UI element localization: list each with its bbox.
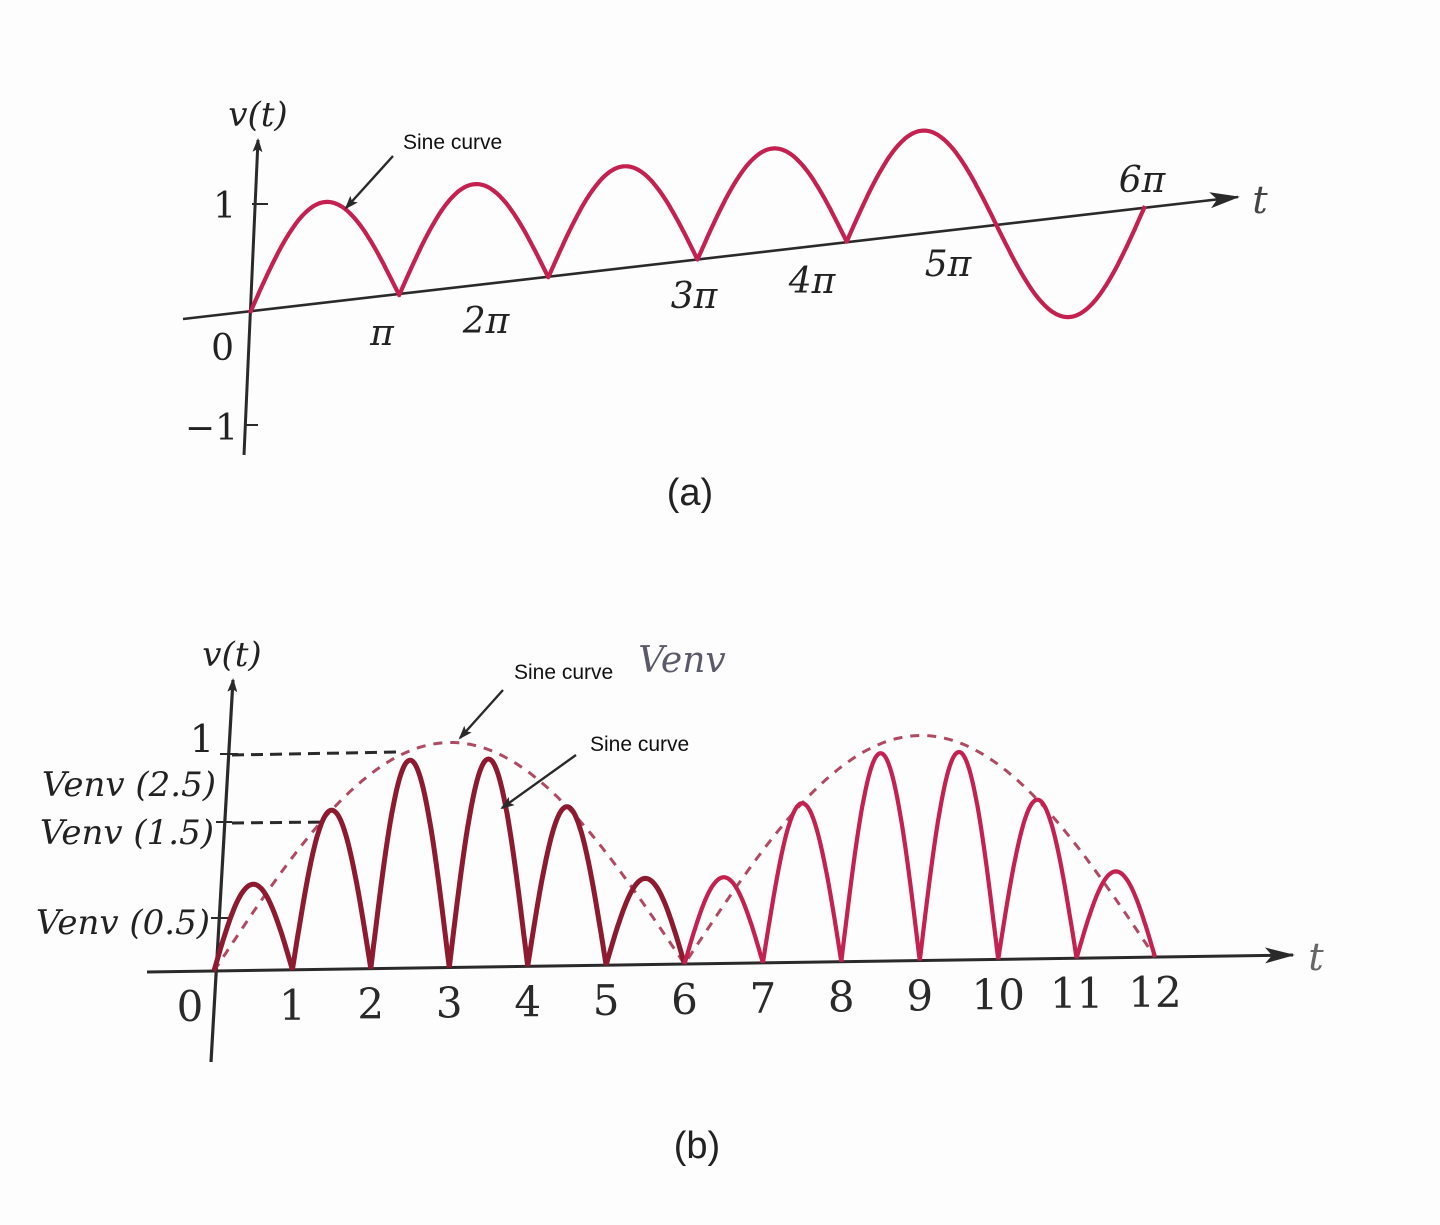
panel-b-pulse-10 <box>917 749 1001 961</box>
panel-b-xtick-label-7: 7 <box>750 974 777 1023</box>
panel-b-label: (b) <box>674 1125 720 1167</box>
panel-a-annotation: Sine curve <box>403 131 502 154</box>
panel-b-pulse-12 <box>1074 869 1158 959</box>
panel-a-y-axis <box>242 138 263 456</box>
panel-b-xtick-label-3: 3 <box>436 979 463 1028</box>
panel-b-xtick-label-2: 2 <box>357 980 384 1029</box>
panel-a-xlabel: t <box>1252 178 1268 222</box>
panel-b-pulse-1 <box>211 881 295 972</box>
panel-b-xtick-label-1: 1 <box>279 981 306 1030</box>
panel-b-pulse-2 <box>289 807 374 971</box>
panel-b-xtick-label-8: 8 <box>828 973 855 1022</box>
panel-a-label: (a) <box>667 472 713 514</box>
panel-a-xtick-label-6pi: 6π <box>1119 160 1167 201</box>
panel-b-ytick-label-venv25: Venv (2.5) <box>42 765 216 805</box>
panel-b-t-axis <box>146 947 1295 974</box>
panel-b-pulse-3 <box>368 757 452 969</box>
panel-a-ytick-label-m1: −1 <box>185 408 238 449</box>
panel-b-annotation-2: Sine curve <box>590 733 689 756</box>
panel-b-pulse-5 <box>525 804 609 967</box>
panel-b-ylabel: v(t) <box>202 635 261 675</box>
panel-b-xtick-label-0: 0 <box>177 982 204 1031</box>
panel-a-xtick-label-5pi: 5π <box>925 244 973 285</box>
panel-b-dash-venv15 <box>231 820 327 825</box>
panel-b-y-axis <box>209 678 238 1063</box>
panel-a-ytick-label-0: 0 <box>211 328 234 369</box>
panel-b-xtick-label-5: 5 <box>593 976 620 1025</box>
panel-b-ytick-label-venv05: Venv (0.5) <box>36 903 210 943</box>
panel-a-ylabel: v(t) <box>228 95 287 135</box>
panel-b-xtick-label-11: 11 <box>1050 969 1103 1018</box>
panel-b-pulse-7 <box>682 875 765 965</box>
panel-b-xtick-label-6: 6 <box>671 975 698 1024</box>
panel-b-xtick-label-9: 9 <box>906 972 933 1021</box>
panel-a: 1 0 −1 π 2π 3π 4π 5π 6π v(t) t Sine curv… <box>182 95 1268 514</box>
panel-b-ytick-label-venv15: Venv (1.5) <box>40 813 214 853</box>
panel-b-pulse-6 <box>603 875 687 966</box>
panel-b-xtick-label-10: 10 <box>971 970 1024 1019</box>
panel-b-pulse-8 <box>760 801 844 964</box>
panel-b-envelope-curve <box>212 734 1157 972</box>
panel-b-pulse-4 <box>446 756 531 968</box>
panel-a-xtick-label-4pi: 4π <box>788 261 837 302</box>
panel-b-annotation-2-arrow <box>500 754 577 810</box>
panel-b-annotation-1-arrow <box>458 689 504 740</box>
panel-b-xlabel: t <box>1308 935 1324 979</box>
panel-a-xtick-label-pi: π <box>369 313 395 354</box>
panel-b-annotation-1: Sine curve <box>514 661 613 684</box>
panel-b-pulses <box>211 749 1158 972</box>
panel-b-xtick-label-4: 4 <box>514 977 541 1026</box>
panel-b-ytick-label-1: 1 <box>190 717 214 761</box>
panel-a-curve <box>248 128 1147 320</box>
panel-b-pulse-9 <box>839 751 922 962</box>
panel-b-envelope-label: Venv <box>638 640 726 681</box>
panel-a-xtick-label-3pi: 3π <box>671 276 719 317</box>
panel-a-t-axis <box>182 192 1240 321</box>
panel-a-ytick-label-1: 1 <box>213 186 236 227</box>
panel-b-xtick-label-12: 12 <box>1128 968 1181 1017</box>
panel-b-xtick-labels: 0 1 2 3 4 5 6 7 8 9 10 11 12 <box>177 968 1182 1031</box>
panel-b-pulse-11 <box>996 797 1079 960</box>
panel-a-annotation-arrow <box>344 155 394 210</box>
panel-a-xtick-label-2pi: 2π <box>462 301 511 342</box>
panel-b-dash-venv25 <box>231 750 399 757</box>
